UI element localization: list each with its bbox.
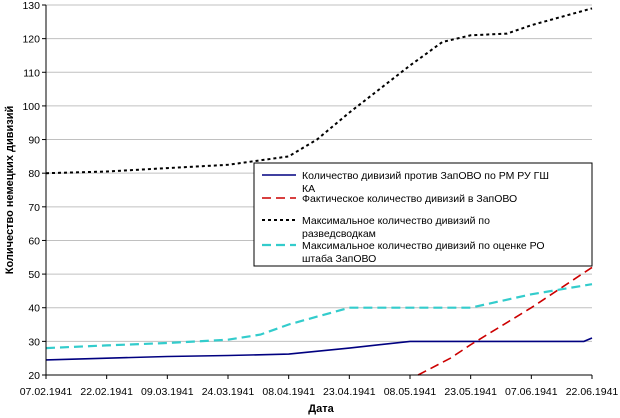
series-group (45, 7, 593, 376)
legend-label: Фактическое количество дивизий в ЗапОВО (302, 193, 517, 205)
legend-label: Максимальное количество дивизий по развед… (302, 215, 490, 240)
x-tick-label: 07.02.1941 (20, 386, 73, 398)
axes (45, 5, 592, 376)
series-line-3 (45, 7, 593, 175)
legend: Количество дивизий против ЗапОВО по РМ Р… (253, 162, 593, 267)
x-tick-label: 23.04.1941 (323, 386, 376, 398)
y-tick-label: 20 (28, 370, 40, 382)
legend-label: Количество дивизий против ЗапОВО по РМ Р… (302, 170, 549, 195)
x-axis-title: Дата (308, 403, 334, 415)
x-tick-label: 22.02.1941 (80, 386, 133, 398)
x-tick-label: 23.05.1941 (444, 386, 497, 398)
y-tick-label: 80 (28, 168, 40, 180)
y-tick-label: 130 (22, 0, 40, 12)
y-tick-label: 60 (28, 235, 40, 247)
legend-label: Максимальное количество дивизий по оценк… (302, 240, 545, 265)
y-tick-label: 30 (28, 336, 40, 348)
x-tick-label: 09.03.1941 (141, 386, 194, 398)
series-line-1 (45, 337, 593, 361)
x-tick-label: 08.05.1941 (384, 386, 437, 398)
y-tick-label: 90 (28, 135, 40, 147)
y-tick-label: 40 (28, 303, 40, 315)
series-line-2 (417, 266, 593, 376)
y-tick-labels: 20 30 40 50 60 70 80 90 100 110 120 130 (22, 0, 40, 382)
x-tick-label: 08.04.1941 (262, 386, 315, 398)
y-tick-label: 110 (23, 67, 40, 79)
y-tick-label: 50 (28, 269, 40, 281)
x-tick-label: 24.03.1941 (202, 386, 255, 398)
x-tick-label: 22.06.1941 (566, 386, 619, 398)
x-tick-labels: 07.02.1941 22.02.1941 09.03.1941 24.03.1941… (20, 386, 619, 398)
y-axis-title: Количество немецких дивизий (4, 106, 16, 275)
x-tick-label: 07.06.1941 (505, 386, 558, 398)
series-line-4 (45, 283, 593, 350)
y-tick-label: 70 (28, 202, 40, 214)
legend-box (253, 162, 593, 267)
y-tick-label: 120 (22, 34, 40, 46)
y-tick-label: 100 (22, 101, 40, 113)
